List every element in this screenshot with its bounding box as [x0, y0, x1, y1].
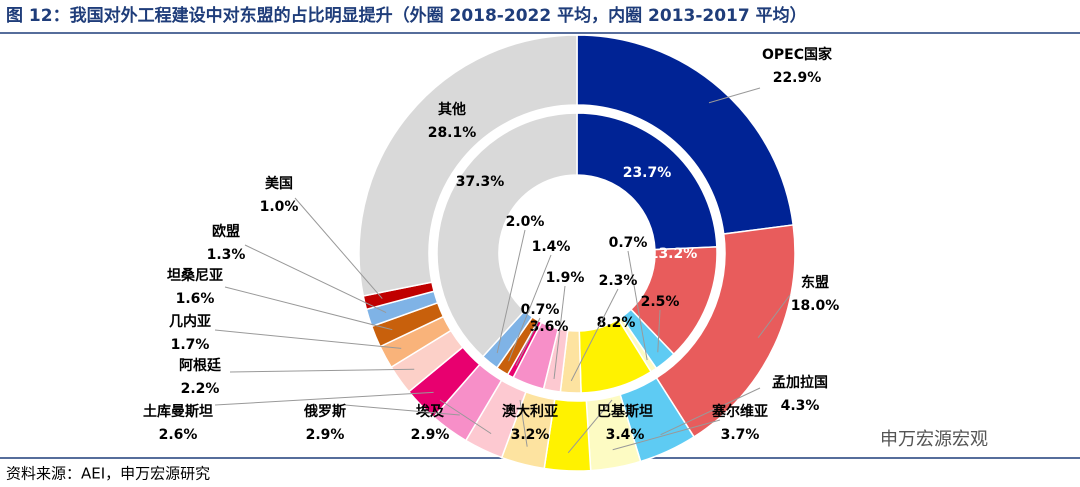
- source: 资料来源：AEI，申万宏源研究: [6, 465, 210, 483]
- data-label: 28.1%: [428, 125, 477, 141]
- data-label: 3.7%: [721, 427, 760, 443]
- leader-line: [570, 288, 619, 382]
- leader-line: [344, 404, 460, 416]
- legend-label: 俄罗斯: [303, 403, 346, 420]
- leader-line: [214, 391, 434, 406]
- data-label: 23.7%: [623, 165, 672, 181]
- data-label: 13.2%: [649, 246, 698, 262]
- leader-line: [439, 399, 492, 435]
- data-label: 2.9%: [411, 427, 450, 443]
- legend-label: 坦桑尼亚: [167, 268, 223, 284]
- data-label: 4.3%: [781, 398, 820, 414]
- leader-line: [515, 317, 541, 366]
- leader-line: [508, 254, 552, 362]
- legend-label: 塞尔维亚: [712, 403, 768, 420]
- leader-line: [657, 309, 661, 353]
- leader-line: [244, 244, 387, 313]
- legend-label: 欧盟: [212, 223, 240, 240]
- data-label: 2.3%: [599, 273, 638, 289]
- leader-line: [229, 368, 415, 373]
- leader-line: [496, 229, 526, 354]
- data-label: 1.4%: [532, 239, 571, 255]
- donut-slice: [576, 112, 718, 251]
- leader-line: [294, 197, 383, 299]
- leader-line: [567, 399, 613, 454]
- data-label: 2.5%: [641, 294, 680, 310]
- data-label: 2.9%: [306, 427, 345, 443]
- leader-line: [627, 250, 648, 361]
- chart-title: 图 12：我国对外工程建设中对东盟的占比明显提升（外圈 2018-2022 平均…: [6, 5, 807, 26]
- legend-label: 几内亚: [169, 313, 211, 330]
- leader-line: [214, 329, 402, 349]
- data-label: 3.6%: [530, 319, 569, 335]
- data-label: 1.0%: [260, 199, 299, 215]
- data-label: 2.2%: [181, 381, 220, 397]
- legend-label: 澳大利亚: [502, 403, 558, 420]
- data-label: 1.9%: [546, 270, 585, 286]
- data-label: 2.6%: [159, 427, 198, 443]
- data-label: 18.0%: [791, 298, 840, 314]
- leader-line: [757, 294, 791, 339]
- donut-slice: [358, 34, 578, 297]
- leader-line: [553, 285, 566, 379]
- data-label: 1.6%: [176, 291, 215, 307]
- data-label: 0.7%: [609, 235, 648, 251]
- legend-label: 巴基斯坦: [597, 403, 653, 420]
- legend-label: 埃及: [416, 403, 445, 420]
- legend-label: 孟加拉国: [772, 374, 828, 391]
- legend-label: OPEC国家: [762, 46, 833, 63]
- donut-slice: [436, 112, 578, 358]
- leader-line: [612, 419, 721, 451]
- legend-label: 阿根廷: [179, 357, 222, 374]
- legend-label: 其他: [438, 101, 466, 118]
- data-label: 8.2%: [597, 315, 636, 331]
- watermark: 申万宏源宏观: [880, 429, 988, 450]
- data-label: 1.3%: [207, 247, 246, 263]
- legend-label: 美国: [265, 175, 293, 192]
- data-label: 3.2%: [511, 427, 550, 443]
- data-label: 22.9%: [773, 70, 822, 86]
- leader-line: [660, 387, 761, 436]
- leader-line: [708, 87, 761, 104]
- leader-line: [519, 399, 528, 447]
- data-label: 1.7%: [171, 337, 210, 353]
- legend-label: 东盟: [801, 274, 829, 291]
- data-label: 3.4%: [606, 427, 645, 443]
- legend-label: 土库曼斯坦: [143, 403, 213, 420]
- leader-line: [224, 286, 393, 331]
- data-label: 2.0%: [506, 214, 545, 230]
- data-label: 37.3%: [456, 174, 505, 190]
